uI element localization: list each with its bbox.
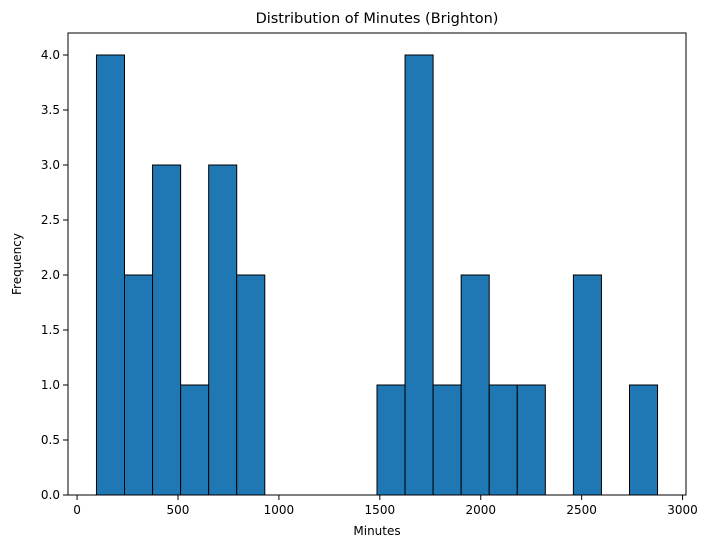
x-tick-label: 1500	[365, 503, 396, 517]
x-axis-title: Minutes	[353, 524, 400, 538]
y-tick-label: 3.0	[41, 158, 60, 172]
y-tick-label: 1.0	[41, 378, 60, 392]
y-tick-label: 0.5	[41, 433, 60, 447]
chart-title: Distribution of Minutes (Brighton)	[256, 11, 499, 27]
histogram-bar-14	[488, 384, 518, 496]
histogram-bar-13	[460, 274, 490, 496]
y-axis-ticks: 0.0 0.5 1.0 1.5 2.0 2.5 3.0 3.5 4.0	[41, 48, 68, 502]
histogram-bar-2	[152, 164, 182, 496]
x-tick-label: 2500	[566, 503, 597, 517]
y-axis-title: Frequency	[10, 233, 24, 295]
x-tick-label: 500	[167, 503, 190, 517]
histogram-bar-0	[95, 54, 126, 496]
y-tick-label: 2.0	[41, 268, 60, 282]
histogram-bar-12	[432, 384, 462, 496]
y-tick-label: 3.5	[41, 103, 60, 117]
histogram-bar-11	[404, 54, 434, 496]
x-tick-label: 0	[73, 503, 81, 517]
y-tick-label: 2.5	[41, 213, 60, 227]
x-tick-label: 3000	[667, 503, 698, 517]
histogram-bar-10	[376, 384, 406, 496]
histogram-bar-5	[236, 274, 266, 496]
histogram-bar-1	[124, 274, 154, 496]
y-tick-label: 1.5	[41, 323, 60, 337]
x-tick-label: 1000	[264, 503, 295, 517]
histogram-bar-4	[208, 164, 238, 496]
histogram-bar-15	[516, 384, 546, 496]
bars-group	[95, 54, 659, 496]
x-axis-ticks: 0 500 1000 1500 2000 2500 3000	[73, 495, 698, 517]
x-tick-label: 2000	[465, 503, 496, 517]
histogram-bar-19	[628, 384, 659, 496]
y-tick-label: 0.0	[41, 488, 60, 502]
y-tick-label: 4.0	[41, 48, 60, 62]
histogram-bar-3	[180, 384, 210, 496]
plot-frame	[67, 32, 687, 496]
histogram-bar-17	[572, 274, 602, 496]
